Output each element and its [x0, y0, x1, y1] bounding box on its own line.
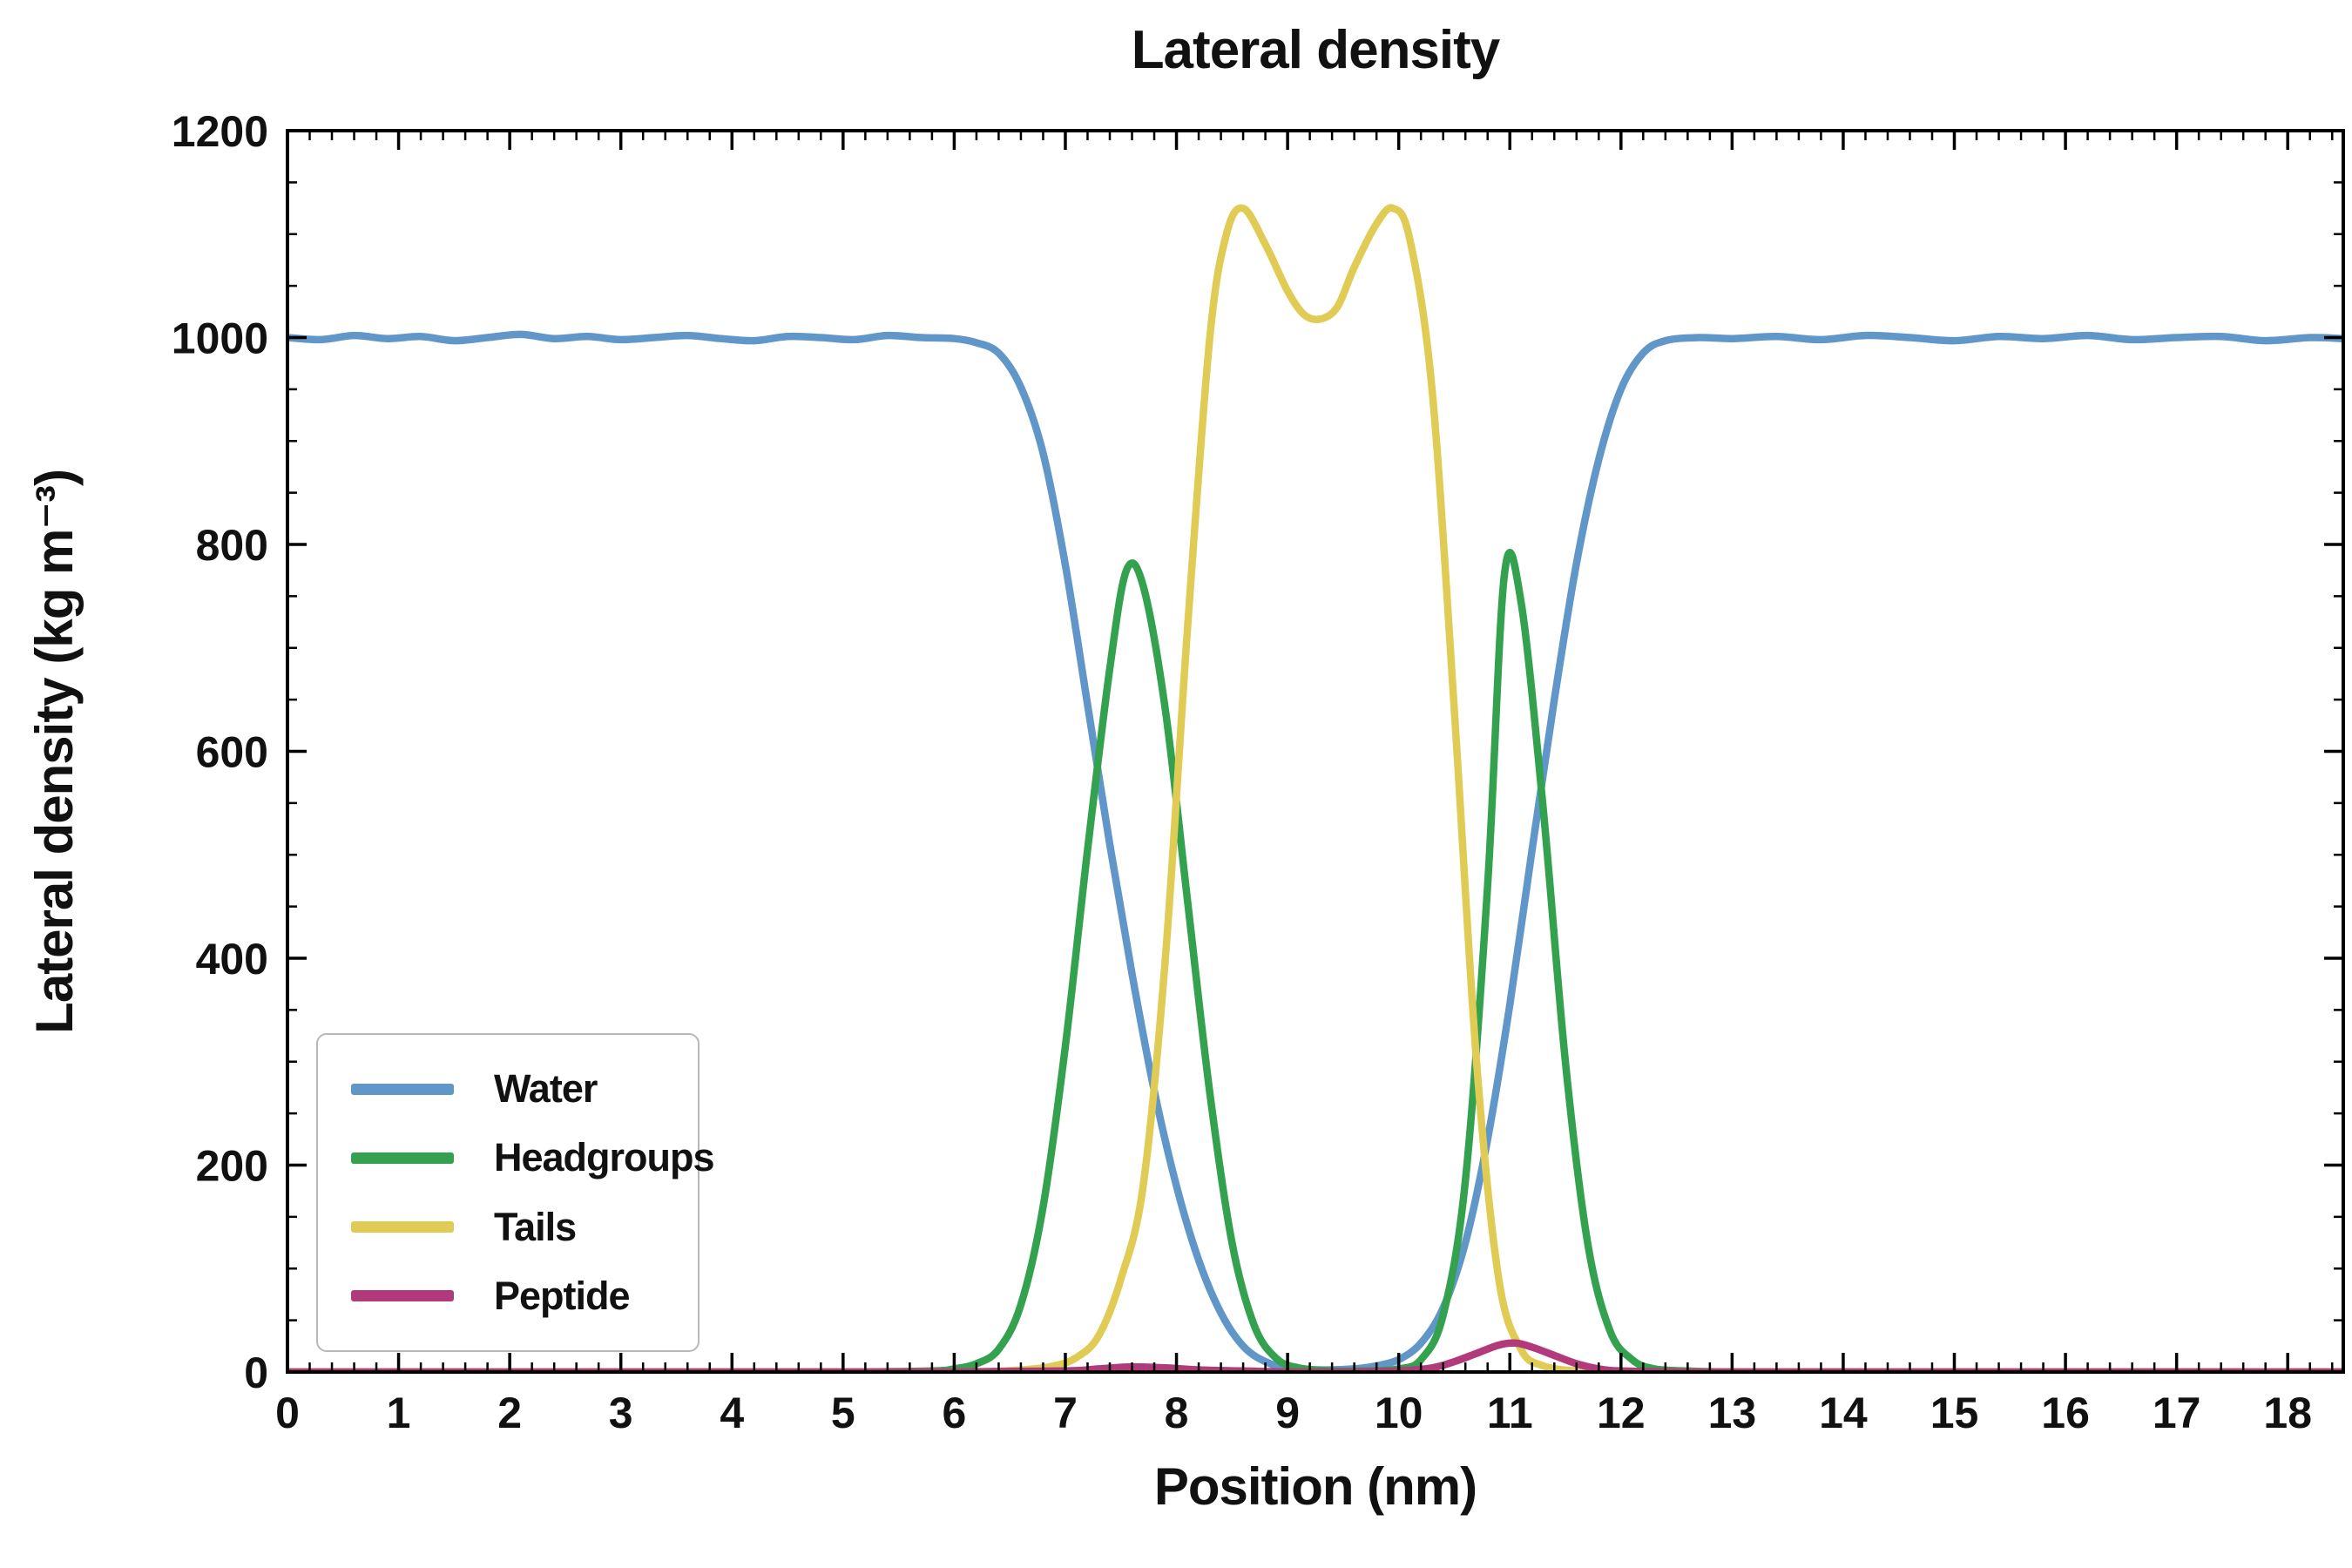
svg-text:12: 12	[1597, 1389, 1646, 1437]
y-tick-labels: 0 200 400 600 800 1000 1200	[172, 107, 268, 1397]
axis-frame	[286, 129, 2345, 1374]
svg-text:3: 3	[609, 1389, 633, 1437]
svg-text:800: 800	[196, 521, 268, 570]
svg-text:15: 15	[1930, 1389, 1979, 1437]
legend-item: Water	[351, 1066, 665, 1112]
x-axis-label: Position (nm)	[1153, 1457, 1477, 1516]
series-line-water	[287, 330, 2343, 1372]
series-line-tails	[287, 204, 2343, 1372]
svg-text:17: 17	[2153, 1389, 2201, 1437]
legend-item: Tails	[351, 1205, 665, 1250]
series-line-peptide	[287, 1339, 2343, 1372]
legend-swatch	[351, 1221, 454, 1233]
legend-swatch	[351, 1152, 454, 1164]
svg-text:200: 200	[196, 1142, 268, 1191]
x-tick-labels: 0 1 2 3 4 5 6 7 8 9 10 11 12 13 14 15 16 17 18	[275, 1389, 2312, 1437]
svg-text:0: 0	[244, 1348, 268, 1397]
svg-text:16: 16	[2041, 1389, 2090, 1437]
legend-label: Peptide	[494, 1273, 631, 1318]
legend-label: Water	[494, 1066, 598, 1111]
svg-text:2: 2	[497, 1389, 522, 1437]
svg-text:1200: 1200	[172, 107, 268, 156]
svg-text:9: 9	[1275, 1389, 1300, 1437]
svg-text:14: 14	[1819, 1389, 1868, 1437]
svg-text:1000: 1000	[172, 314, 268, 363]
svg-text:18: 18	[2263, 1389, 2312, 1437]
legend-item: Headgroups	[351, 1135, 715, 1180]
svg-text:8: 8	[1165, 1389, 1189, 1437]
svg-text:6: 6	[942, 1389, 966, 1437]
svg-text:11: 11	[1487, 1389, 1533, 1437]
legend-swatch	[351, 1290, 454, 1302]
legend-item: Peptide	[351, 1274, 665, 1319]
legend-label: Headgroups	[494, 1135, 715, 1180]
svg-text:5: 5	[831, 1389, 855, 1437]
svg-text:4: 4	[720, 1389, 744, 1437]
legend-swatch	[351, 1083, 454, 1095]
svg-text:400: 400	[196, 935, 268, 983]
legend: Water Headgroups Tails Peptide	[316, 1033, 715, 1352]
svg-text:7: 7	[1053, 1389, 1078, 1437]
legend-label: Tails	[494, 1204, 577, 1249]
svg-text:600: 600	[196, 728, 268, 777]
svg-text:10: 10	[1375, 1389, 1423, 1437]
chart-title: Lateral density	[1131, 20, 1501, 80]
svg-text:0: 0	[275, 1389, 300, 1437]
svg-text:13: 13	[1708, 1389, 1757, 1437]
svg-text:1: 1	[387, 1389, 411, 1437]
